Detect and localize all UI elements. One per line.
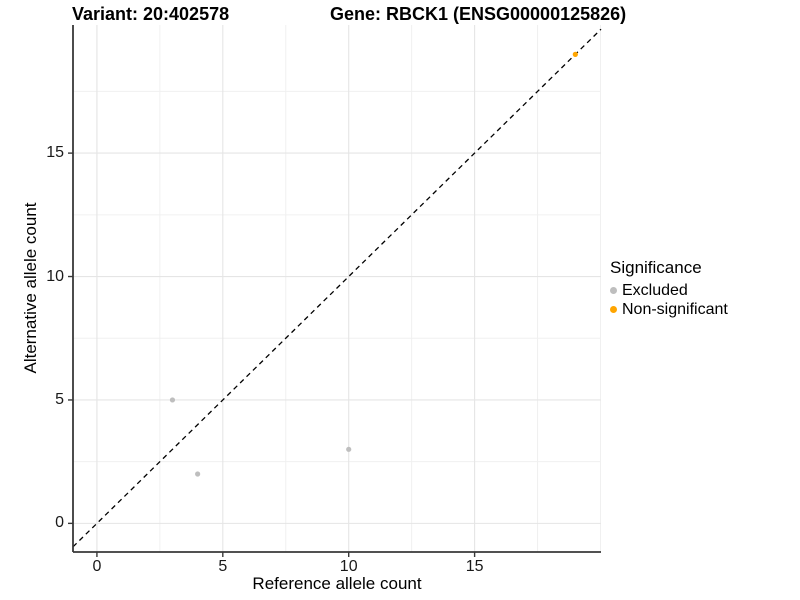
x-tick-label: 5 xyxy=(218,558,228,575)
gene-title: Gene: RBCK1 (ENSG00000125826) xyxy=(330,4,627,24)
data-point-non-significant xyxy=(572,51,578,57)
data-point-excluded xyxy=(169,397,176,403)
legend-item: Excluded xyxy=(610,281,728,300)
legend-dot-icon xyxy=(610,306,617,313)
y-tick-label: 10 xyxy=(46,267,64,285)
x-tick-label: 10 xyxy=(339,558,358,575)
variant-title: Variant: 20:402578 xyxy=(72,4,230,24)
identity-reference-line xyxy=(72,28,602,548)
y-axis-title: Alternative allele count xyxy=(21,202,40,374)
y-tick-label: 15 xyxy=(46,144,64,162)
data-point-excluded xyxy=(195,471,201,477)
x-tick-label: 15 xyxy=(465,558,484,575)
legend-item: Non-significant xyxy=(610,300,728,319)
legend-items: Excluded Non-significant xyxy=(610,281,728,319)
legend-title: Significance xyxy=(610,258,702,277)
legend-dot-icon xyxy=(610,287,617,294)
x-tick-label: 0 xyxy=(92,558,102,575)
y-tick-label: 5 xyxy=(55,390,64,408)
legend-item-label: Excluded xyxy=(622,281,688,299)
x-axis-title: Reference allele count xyxy=(252,574,422,593)
legend: Significance Excluded Non-significant xyxy=(610,258,728,319)
y-tick-label: 0 xyxy=(55,514,64,532)
data-point-excluded xyxy=(346,446,352,452)
legend-item-label: Non-significant xyxy=(622,300,728,318)
